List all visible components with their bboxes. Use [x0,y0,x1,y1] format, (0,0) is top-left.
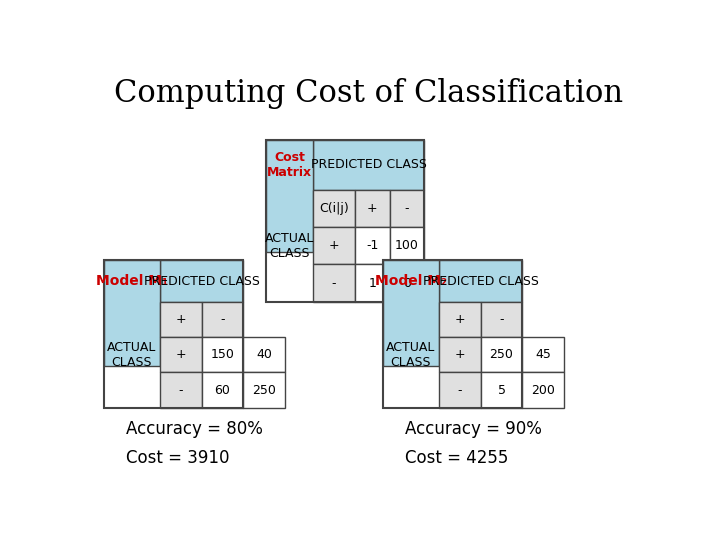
Bar [355,227,390,265]
Bar [390,227,424,265]
Text: 60: 60 [215,383,230,397]
Text: -: - [499,313,504,326]
Text: Model M₁: Model M₁ [96,274,168,288]
Bar [390,265,424,302]
Text: -: - [220,313,225,326]
Text: 250: 250 [490,348,513,361]
Text: Cost = 4255: Cost = 4255 [405,449,508,467]
Text: +: + [329,239,339,252]
Bar [243,337,285,373]
Text: -: - [179,383,183,397]
Bar [355,190,390,227]
Bar [481,302,523,337]
Text: Model M₂: Model M₂ [375,274,447,288]
Bar [104,260,243,408]
Text: PREDICTED CLASS: PREDICTED CLASS [311,158,427,171]
Text: 5: 5 [498,383,505,397]
Text: -: - [332,276,336,289]
Bar [383,260,438,302]
Bar [266,140,313,252]
Text: ACTUAL
CLASS: ACTUAL CLASS [265,232,314,260]
Text: Cost = 3910: Cost = 3910 [126,449,230,467]
Bar [390,190,424,227]
Text: Accuracy = 80%: Accuracy = 80% [126,420,263,437]
Bar [313,227,355,265]
Bar [383,260,438,366]
Text: Accuracy = 90%: Accuracy = 90% [405,420,542,437]
Text: ACTUAL
CLASS: ACTUAL CLASS [107,341,156,369]
Text: -1: -1 [366,239,379,252]
Bar [438,373,481,408]
Text: C(i|j): C(i|j) [319,202,349,215]
Text: -: - [405,202,409,215]
Bar [202,337,243,373]
Bar [481,373,523,408]
Text: 150: 150 [210,348,235,361]
Bar [481,337,523,373]
Text: -: - [457,383,462,397]
Bar [160,337,202,373]
Bar [438,302,481,337]
Text: 100: 100 [395,239,419,252]
Text: +: + [176,348,186,361]
Bar [523,337,564,373]
Bar [160,302,202,337]
Bar [202,302,243,337]
Text: 250: 250 [253,383,276,397]
Text: PREDICTED CLASS: PREDICTED CLASS [144,274,259,287]
Bar [313,140,424,190]
Bar [383,260,523,408]
Text: +: + [454,348,465,361]
Bar [313,190,355,227]
Bar [438,260,523,302]
Bar [160,260,243,302]
Bar [313,265,355,302]
Text: +: + [367,202,378,215]
Bar [355,265,390,302]
Text: Cost
Matrix: Cost Matrix [267,151,312,179]
Bar [266,140,313,190]
Text: 1: 1 [369,276,377,289]
Bar [160,373,202,408]
Text: ACTUAL
CLASS: ACTUAL CLASS [386,341,436,369]
Text: 40: 40 [256,348,272,361]
Bar [266,140,424,302]
Bar [202,373,243,408]
Bar [104,260,160,302]
Bar [523,373,564,408]
Bar [438,337,481,373]
Text: Computing Cost of Classification: Computing Cost of Classification [114,78,624,110]
Bar [104,260,160,366]
Bar [243,373,285,408]
Text: 45: 45 [536,348,552,361]
Text: +: + [176,313,186,326]
Text: PREDICTED CLASS: PREDICTED CLASS [423,274,539,287]
Text: 200: 200 [531,383,555,397]
Text: 0: 0 [403,276,411,289]
Text: +: + [454,313,465,326]
